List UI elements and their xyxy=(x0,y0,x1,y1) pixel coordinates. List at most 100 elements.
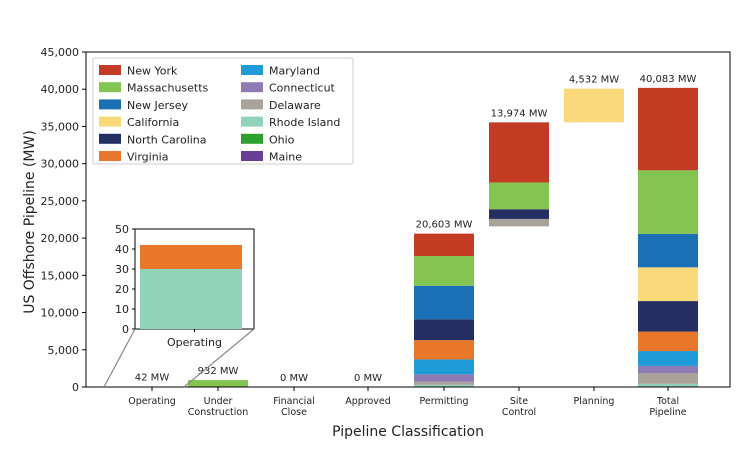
x-tick-label-operating: Operating xyxy=(128,396,176,407)
bar-segment-total-pipeline-rhode-island xyxy=(638,383,698,387)
legend-swatch-maine xyxy=(241,151,263,161)
x-tick-label-financial-close: Financial xyxy=(273,396,315,407)
inset-chart: 0 10 20 30 40 50 Operating xyxy=(103,223,255,388)
bar-segment-total-pipeline-virginia xyxy=(638,331,698,352)
x-tick-label-total-pipeline: Pipeline xyxy=(649,407,686,418)
inset-y-tick-label: 0 xyxy=(122,323,129,336)
bar-segment-total-pipeline-maryland xyxy=(638,351,698,366)
bar-segment-site-control-new-york xyxy=(489,122,549,183)
y-tick-label: 35,000 xyxy=(41,120,80,133)
y-tick-label: 5,000 xyxy=(48,344,80,357)
total-label-site-control: 13,974 MW xyxy=(491,108,548,119)
total-label-permitting: 20,603 MW xyxy=(416,220,473,231)
x-tick-label-approved: Approved xyxy=(345,396,391,407)
y-tick-label: 20,000 xyxy=(41,232,80,245)
x-tick-label-site-control: Site xyxy=(510,396,528,407)
legend-swatch-california xyxy=(99,116,121,127)
legend-label-new-york: New York xyxy=(127,65,178,78)
x-tick-label-under-construction: Under xyxy=(204,396,233,407)
legend-box xyxy=(92,57,354,165)
inset-x-tick-label: Operating xyxy=(167,336,222,349)
x-axis-label: Pipeline Classification xyxy=(332,424,484,440)
y-tick-label: 45,000 xyxy=(41,46,80,59)
bar-segment-permitting-new-york xyxy=(414,233,474,256)
inset-y-tick-label: 30 xyxy=(115,263,129,276)
legend-label-delaware: Delaware xyxy=(269,99,321,112)
inset-y-tick-label: 10 xyxy=(115,303,129,316)
y-tick-label: 30,000 xyxy=(41,158,80,171)
total-label-planning: 4,532 MW xyxy=(569,75,619,86)
bar-segment-permitting-delaware xyxy=(414,381,474,385)
y-tick-label: 40,000 xyxy=(41,83,80,96)
inset-y-tick-label: 50 xyxy=(115,223,129,236)
legend-swatch-new-jersey xyxy=(99,99,121,110)
total-label-operating: 42 MW xyxy=(135,373,170,384)
total-label-under-construction: 932 MW xyxy=(198,366,239,377)
bar-segment-permitting-massachusetts xyxy=(414,255,474,286)
bars-layer xyxy=(122,87,698,388)
legend-label-massachusetts: Massachusetts xyxy=(127,82,209,95)
bar-segment-total-pipeline-california xyxy=(638,267,698,302)
bar-segment-total-pipeline-massachusetts xyxy=(638,170,698,234)
bar-segment-permitting-north-carolina xyxy=(414,319,474,341)
x-tick-label-planning: Planning xyxy=(574,396,615,407)
legend-swatch-virginia xyxy=(99,151,121,161)
total-label-total-pipeline: 40,083 MW xyxy=(640,74,697,85)
bar-segment-total-pipeline-delaware xyxy=(638,373,698,384)
y-tick-label: 15,000 xyxy=(41,269,80,282)
legend-swatch-delaware xyxy=(241,99,263,110)
bar-segment-total-pipeline-new-york xyxy=(638,87,698,171)
inset-bar-segment-virginia xyxy=(140,245,242,269)
total-label-financial-close: 0 MW xyxy=(280,373,308,384)
legend-label-north-carolina: North Carolina xyxy=(127,133,207,146)
bar-segment-site-control-massachusetts xyxy=(489,182,549,210)
total-labels-layer: 42 MW 932 MW 0 MW 0 MW 20,603 MW 13,974 MW 4,5… xyxy=(135,74,697,384)
inset-connector-left xyxy=(103,328,136,388)
legend-swatch-connecticut xyxy=(241,82,263,93)
bar-segment-site-control-north-carolina xyxy=(489,209,549,219)
total-label-approved: 0 MW xyxy=(354,373,382,384)
legend-label-connecticut: Connecticut xyxy=(269,82,336,95)
inset-connector-right xyxy=(183,328,255,388)
legend-swatch-north-carolina xyxy=(99,133,121,144)
axes-layer: 0 5,000 10,000 15,000 20,000 25,000 30,000 35,0… xyxy=(41,46,731,418)
bar-segment-planning-california xyxy=(564,88,624,123)
inset-bar-segment-rhode-island xyxy=(140,269,242,329)
legend-swatch-rhode-island xyxy=(241,116,263,127)
inset-y-tick-label: 40 xyxy=(115,243,129,256)
legend-label-california: California xyxy=(127,116,179,129)
bar-segment-total-pipeline-new-jersey xyxy=(638,233,698,268)
x-tick-label-financial-close: Close xyxy=(281,407,307,418)
x-tick-label-total-pipeline: Total xyxy=(656,396,679,407)
y-tick-label: 25,000 xyxy=(41,195,80,208)
legend-swatch-new-york xyxy=(99,65,121,75)
legend-label-ohio: Ohio xyxy=(269,133,295,146)
bar-segment-permitting-new-jersey xyxy=(414,285,474,320)
bar-segment-permitting-connecticut xyxy=(414,374,474,382)
bar-segment-permitting-virginia xyxy=(414,340,474,360)
bar-segment-total-pipeline-north-carolina xyxy=(638,301,698,332)
y-tick-label: 10,000 xyxy=(41,307,80,320)
legend-swatch-massachusetts xyxy=(99,82,121,93)
legend-label-new-jersey: New Jersey xyxy=(127,99,189,112)
x-tick-label-permitting: Permitting xyxy=(419,396,468,407)
y-axis-label: US Offshore Pipeline (MW) xyxy=(22,130,38,314)
bar-segment-total-pipeline-connecticut xyxy=(638,365,698,374)
y-tick-label: 0 xyxy=(72,381,79,394)
legend-label-maine: Maine xyxy=(269,151,302,164)
plot-frame xyxy=(85,51,731,388)
x-tick-label-under-construction: Construction xyxy=(188,407,249,418)
legend-label-rhode-island: Rhode Island xyxy=(269,116,340,129)
legend-swatch-ohio xyxy=(241,133,263,144)
bar-segment-permitting-maryland xyxy=(414,359,474,375)
legend-swatch-maryland xyxy=(241,65,263,75)
legend-label-maryland: Maryland xyxy=(269,65,320,78)
bar-segment-site-control-delaware xyxy=(489,218,549,227)
bar-segment-under-construction-massachusetts xyxy=(188,380,248,387)
bar-segment-permitting-rhode-island xyxy=(414,384,474,387)
x-tick-label-site-control: Control xyxy=(502,407,536,418)
legend: New York Massachusetts New Jersey Californi… xyxy=(92,57,354,165)
inset-y-tick-label: 20 xyxy=(115,283,129,296)
legend-label-virginia: Virginia xyxy=(127,151,168,164)
